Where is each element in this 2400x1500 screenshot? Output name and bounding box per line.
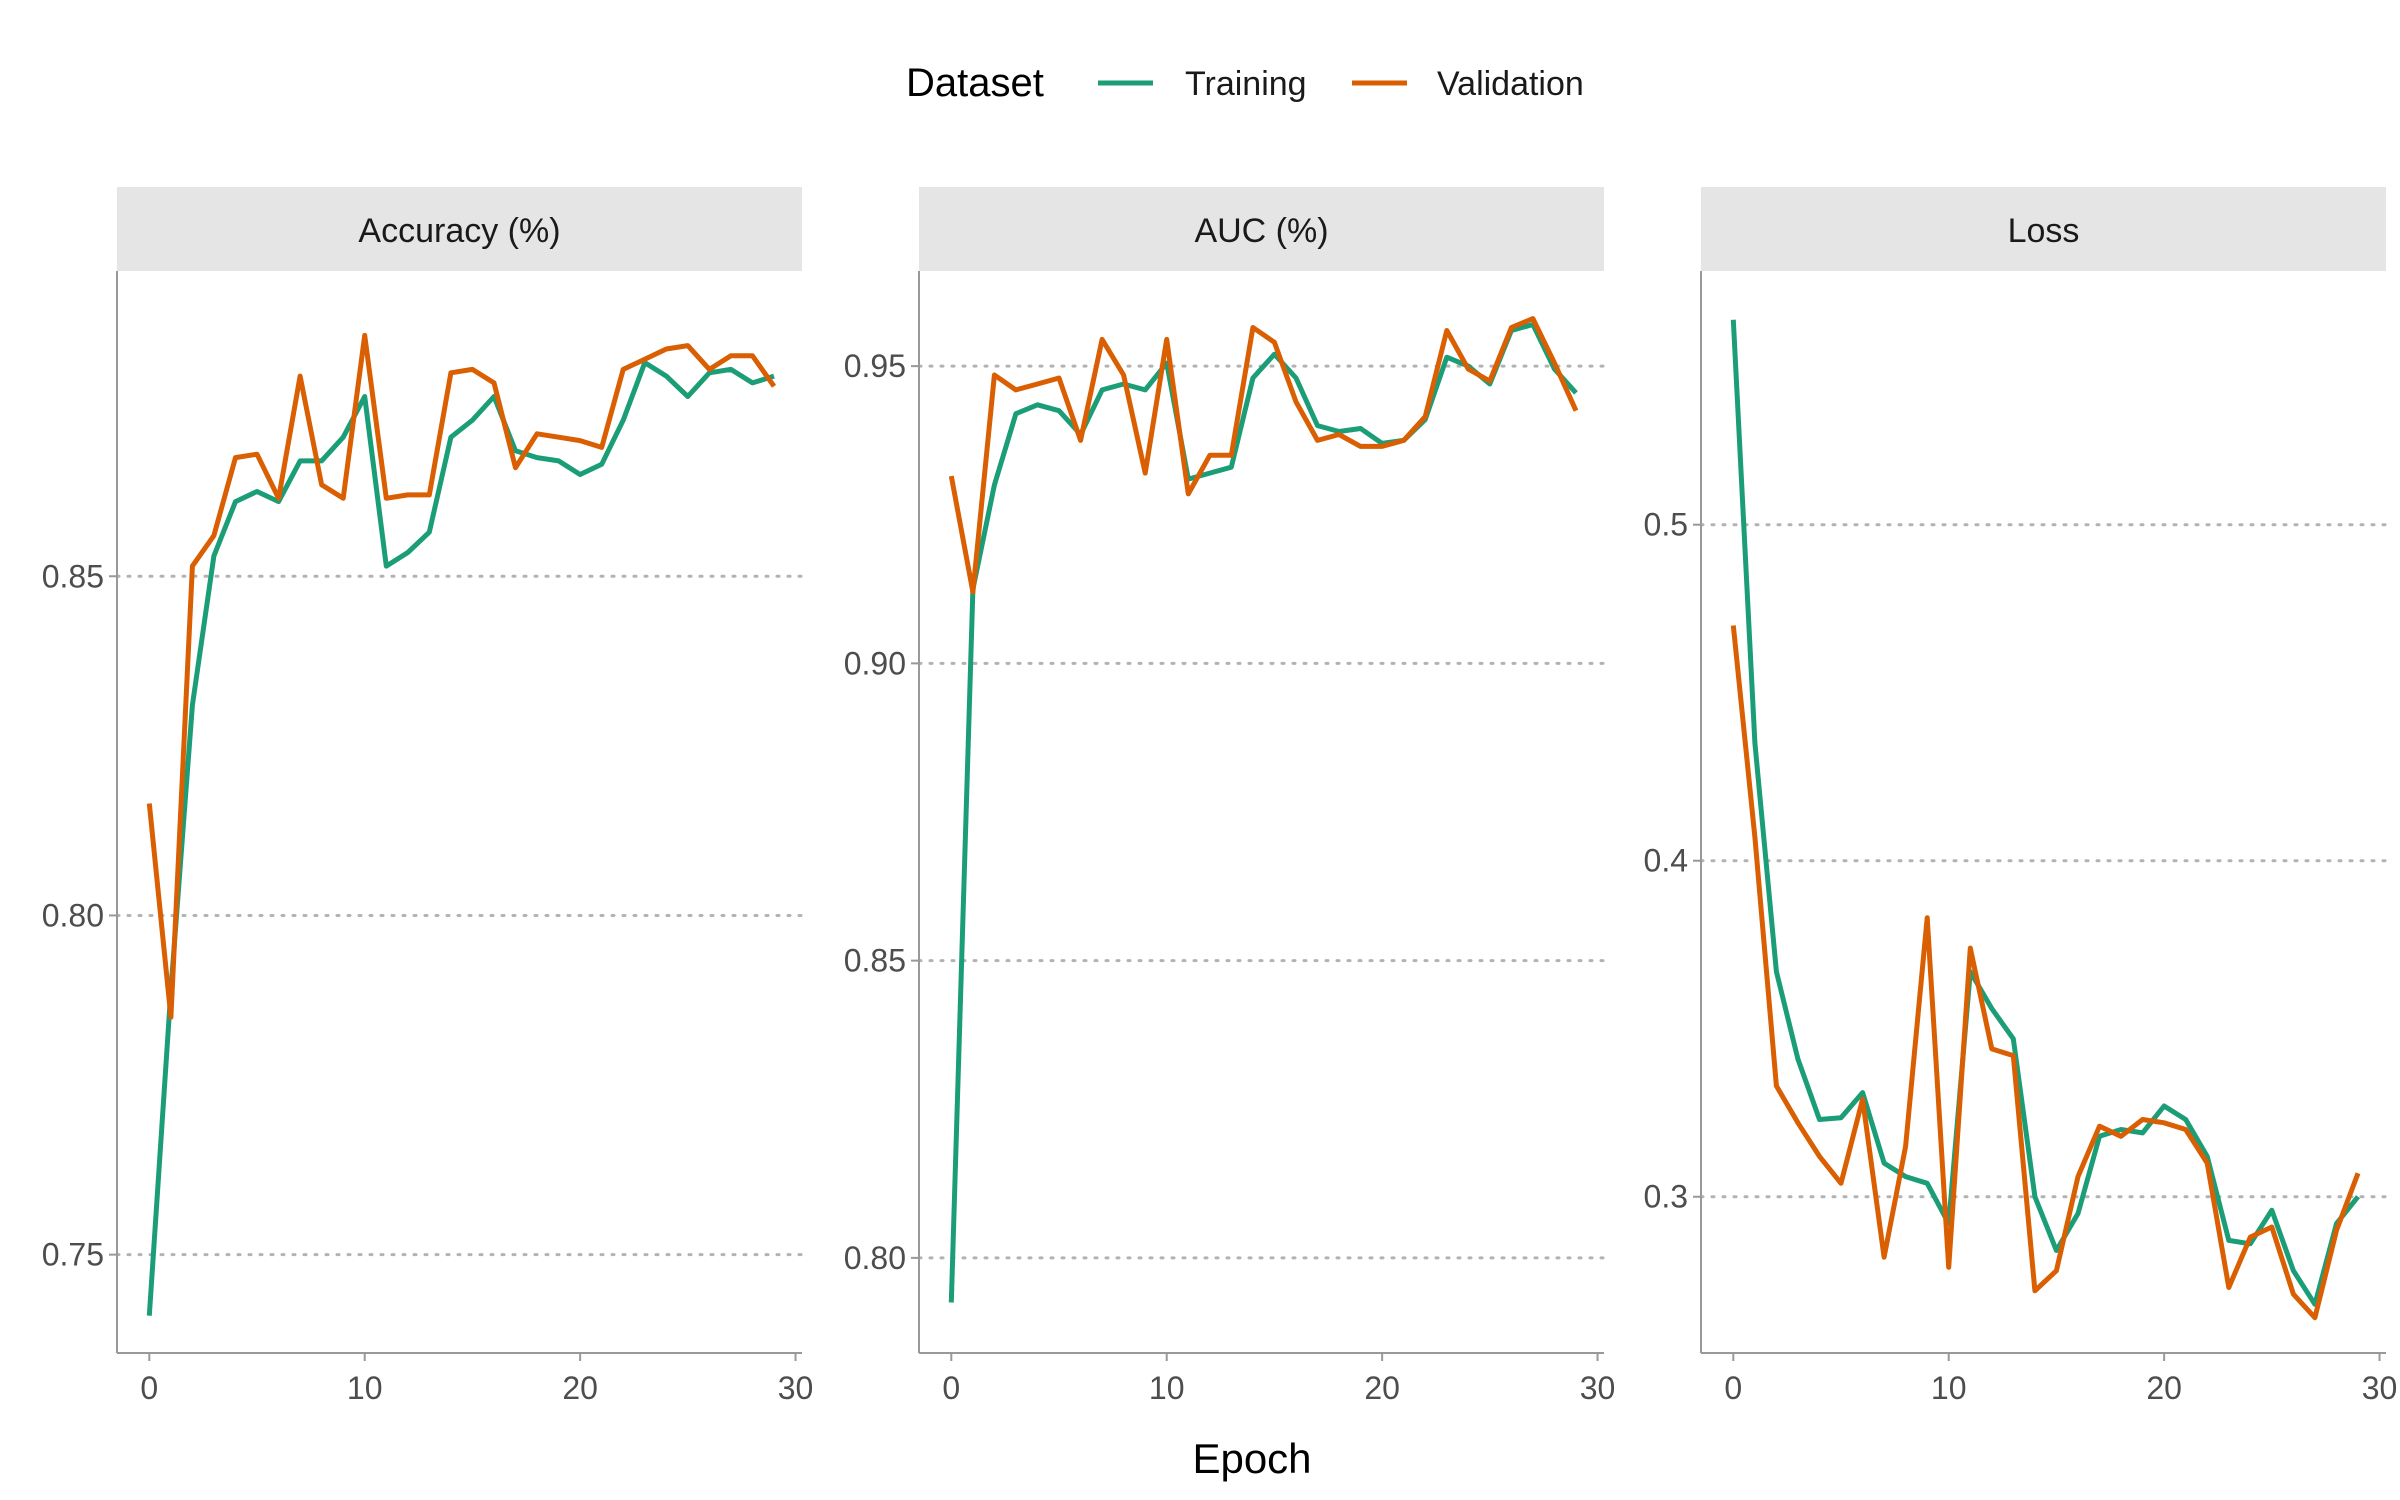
series-line-validation — [146, 332, 777, 1020]
series-line-validation — [1730, 625, 2361, 1321]
panel-0: Accuracy (%) 0.75 0.80 0.85 0 10 20 30 — [42, 187, 814, 1406]
x-tick-label: 0 — [140, 1370, 158, 1406]
legend-label-training: Training — [1185, 65, 1307, 103]
series-line-validation — [948, 316, 1579, 595]
y-tick-label: 0.85 — [844, 943, 906, 979]
y-tick-label: 0.80 — [42, 897, 104, 933]
legend: Dataset Training Validation — [906, 61, 1584, 105]
facet-title: Accuracy (%) — [358, 212, 560, 250]
x-tick-label: 30 — [1580, 1370, 1616, 1406]
facet-strip — [117, 187, 802, 271]
x-tick-label: 30 — [2362, 1370, 2398, 1406]
y-tick-label: 0.95 — [844, 348, 906, 384]
facet-strip — [1701, 187, 2386, 271]
facet-title: Loss — [2008, 212, 2080, 250]
y-tick-label: 0.75 — [42, 1237, 104, 1273]
y-tick-label: 0.80 — [844, 1240, 906, 1276]
legend-label-validation: Validation — [1437, 65, 1584, 103]
y-tick-label: 0.90 — [844, 645, 906, 681]
series-line-training — [1730, 319, 2360, 1307]
x-axis-title: Epoch — [1192, 1435, 1311, 1482]
series-line-training — [948, 322, 1578, 1303]
x-tick-label: 20 — [562, 1370, 598, 1406]
facet-panels: Accuracy (%) 0.75 0.80 0.85 0 10 20 30 AUC (%) 0.… — [42, 187, 2398, 1406]
series-line-training — [146, 360, 775, 1316]
x-tick-label: 0 — [942, 1370, 960, 1406]
x-tick-label: 0 — [1724, 1370, 1742, 1406]
panel-2: Loss 0.3 0.4 0.5 0 10 20 30 — [1644, 187, 2398, 1406]
y-tick-label: 0.3 — [1644, 1179, 1688, 1215]
x-tick-label: 10 — [347, 1370, 383, 1406]
y-tick-label: 0.85 — [42, 558, 104, 594]
x-tick-label: 10 — [1149, 1370, 1185, 1406]
x-tick-label: 20 — [2146, 1370, 2182, 1406]
facet-strip — [919, 187, 1604, 271]
y-tick-label: 0.4 — [1644, 843, 1688, 879]
panel-1: AUC (%) 0.80 0.85 0.90 0.95 0 10 20 30 — [844, 187, 1616, 1406]
y-tick-label: 0.5 — [1644, 507, 1688, 543]
x-tick-label: 20 — [1364, 1370, 1400, 1406]
x-tick-label: 10 — [1931, 1370, 1967, 1406]
x-tick-label: 30 — [778, 1370, 814, 1406]
legend-title: Dataset — [906, 61, 1044, 105]
facet-title: AUC (%) — [1194, 212, 1328, 250]
